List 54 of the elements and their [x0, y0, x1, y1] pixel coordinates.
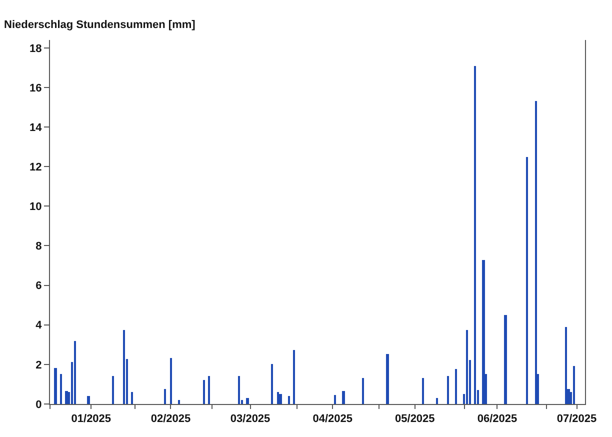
x-tick-label: 03/2025: [230, 413, 270, 426]
bar: [293, 350, 295, 404]
bar: [54, 368, 57, 404]
bar: [504, 315, 507, 404]
bar: [74, 341, 76, 404]
bar: [60, 374, 62, 404]
bar: [447, 376, 449, 404]
y-tick-label: 8: [36, 240, 42, 253]
bar: [535, 101, 537, 404]
x-tick-label: 07/2025: [556, 413, 597, 426]
bar: [203, 380, 205, 404]
bar: [131, 392, 133, 404]
bar: [288, 396, 290, 404]
bar: [87, 396, 90, 404]
bar: [279, 394, 282, 404]
bar: [362, 378, 364, 404]
bar: [482, 260, 485, 404]
y-tick-label: 4: [36, 320, 43, 332]
bar: [526, 157, 528, 404]
bar: [170, 358, 172, 404]
x-tick-label: 04/2025: [312, 413, 352, 426]
bar: [238, 376, 240, 404]
bar: [277, 392, 279, 404]
x-tick-label: 01/2025: [71, 413, 112, 426]
bar: [208, 376, 210, 404]
bar: [422, 378, 424, 404]
bar: [65, 391, 68, 404]
y-tick-label: 16: [30, 82, 42, 94]
bar: [466, 330, 468, 404]
y-tick-label: 14: [30, 122, 43, 134]
bar: [386, 354, 389, 404]
y-axis-title: Niederschlag Stundensummen [mm]: [4, 19, 196, 31]
bar: [112, 376, 114, 404]
bar: [164, 389, 166, 404]
y-tick-label: 6: [36, 280, 42, 292]
y-tick-label: 12: [30, 161, 42, 174]
bar: [342, 391, 345, 404]
bar: [455, 369, 457, 404]
bar: [271, 364, 273, 404]
bar: [573, 366, 575, 404]
bar: [246, 398, 249, 404]
bar: [474, 66, 476, 404]
bar: [436, 398, 438, 404]
bar: [178, 400, 180, 404]
y-tick-label: 2: [36, 359, 42, 372]
bar: [123, 330, 125, 404]
y-tick-label: 0: [36, 398, 42, 411]
x-tick-label: 02/2025: [150, 413, 191, 426]
x-tick-label: 05/2025: [395, 413, 435, 426]
bar: [334, 395, 336, 404]
y-tick-label: 10: [30, 201, 42, 214]
y-tick-label: 18: [30, 42, 42, 55]
x-tick-label: 06/2025: [477, 413, 518, 426]
bar: [565, 327, 567, 404]
